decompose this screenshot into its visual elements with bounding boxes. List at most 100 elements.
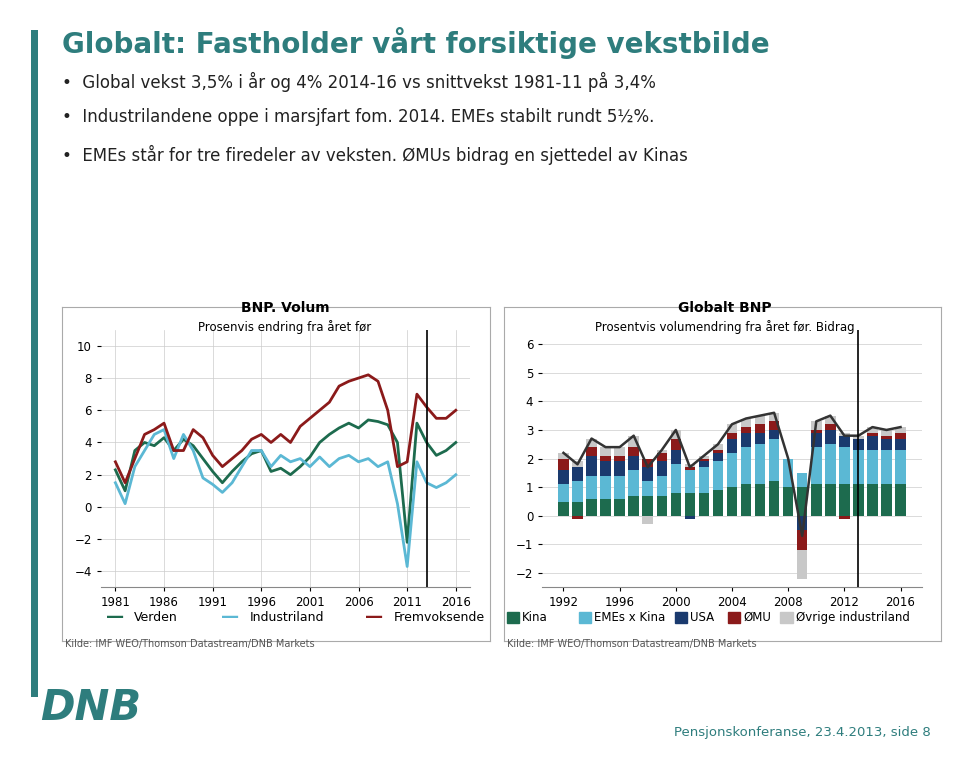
- Bar: [811, 433, 822, 447]
- Bar: [769, 430, 780, 439]
- Text: •  Global vekst 3,5% i år og 4% 2014-16 vs snittvekst 1981-11 på 3,4%: • Global vekst 3,5% i år og 4% 2014-16 v…: [62, 72, 657, 92]
- Text: •  Industrilandene oppe i marsjfart fom. 2014. EMEs stabilt rundt 5½%.: • Industrilandene oppe i marsjfart fom. …: [62, 108, 655, 127]
- Text: —: —: [106, 608, 124, 626]
- Bar: [853, 436, 864, 439]
- Bar: [797, 487, 807, 516]
- Bar: [699, 462, 709, 467]
- Bar: [755, 444, 765, 484]
- Bar: [642, 481, 653, 496]
- Bar: [712, 453, 723, 462]
- Bar: [881, 436, 892, 439]
- Bar: [755, 484, 765, 516]
- Bar: [614, 456, 625, 462]
- Bar: [727, 433, 737, 439]
- Bar: [769, 439, 780, 481]
- Bar: [769, 481, 780, 516]
- Bar: [783, 459, 794, 487]
- Bar: [587, 499, 597, 516]
- Text: Prosentvis volumendring fra året før. Bidrag: Prosentvis volumendring fra året før. Bi…: [595, 320, 854, 334]
- Bar: [614, 447, 625, 456]
- Bar: [839, 484, 850, 516]
- Text: Øvrige industriland: Øvrige industriland: [796, 610, 910, 624]
- Text: Kina: Kina: [522, 610, 548, 624]
- Bar: [600, 462, 611, 476]
- Bar: [727, 439, 737, 453]
- Bar: [587, 447, 597, 456]
- Bar: [642, 516, 653, 525]
- Bar: [896, 433, 906, 439]
- Bar: [699, 467, 709, 493]
- Bar: [670, 450, 681, 465]
- Bar: [811, 484, 822, 516]
- Text: Verden: Verden: [134, 610, 179, 624]
- Bar: [853, 439, 864, 450]
- Bar: [684, 470, 695, 493]
- Bar: [699, 493, 709, 516]
- Bar: [825, 415, 835, 424]
- Bar: [670, 439, 681, 450]
- Bar: [558, 484, 568, 502]
- Bar: [629, 456, 639, 470]
- Text: Kilde: IMF WEO/Thomson Datastream/DNB Markets: Kilde: IMF WEO/Thomson Datastream/DNB Ma…: [507, 639, 756, 649]
- Bar: [881, 430, 892, 436]
- Bar: [811, 447, 822, 484]
- Bar: [769, 421, 780, 430]
- Bar: [839, 447, 850, 484]
- Bar: [587, 476, 597, 499]
- Bar: [811, 430, 822, 433]
- Bar: [614, 462, 625, 476]
- Bar: [642, 467, 653, 481]
- Bar: [642, 459, 653, 467]
- Bar: [587, 439, 597, 447]
- Bar: [558, 459, 568, 470]
- Bar: [629, 470, 639, 496]
- Bar: [741, 447, 752, 484]
- Bar: [755, 433, 765, 444]
- Text: —: —: [365, 608, 383, 626]
- Text: ØMU: ØMU: [743, 610, 771, 624]
- Bar: [558, 502, 568, 516]
- Bar: [600, 499, 611, 516]
- Bar: [727, 424, 737, 433]
- Bar: [839, 436, 850, 447]
- Bar: [839, 433, 850, 436]
- Bar: [614, 499, 625, 516]
- Bar: [797, 530, 807, 550]
- Bar: [825, 424, 835, 430]
- Bar: [684, 516, 695, 518]
- Text: Globalt: Fastholder vårt forsiktige vekstbilde: Globalt: Fastholder vårt forsiktige veks…: [62, 27, 770, 58]
- Bar: [657, 450, 667, 453]
- Bar: [867, 450, 877, 484]
- Bar: [853, 484, 864, 516]
- Text: Prosenvis endring fra året før: Prosenvis endring fra året før: [199, 320, 372, 334]
- Bar: [896, 427, 906, 433]
- Text: EMEs x Kina: EMEs x Kina: [594, 610, 665, 624]
- Bar: [657, 453, 667, 462]
- Bar: [825, 430, 835, 444]
- Bar: [811, 421, 822, 430]
- Bar: [741, 433, 752, 447]
- Bar: [684, 493, 695, 516]
- Bar: [614, 476, 625, 499]
- Bar: [712, 450, 723, 453]
- Bar: [867, 427, 877, 433]
- Bar: [642, 496, 653, 516]
- Bar: [825, 444, 835, 484]
- Text: Kilde: IMF WEO/Thomson Datastream/DNB Markets: Kilde: IMF WEO/Thomson Datastream/DNB Ma…: [65, 639, 315, 649]
- Bar: [755, 424, 765, 433]
- Bar: [896, 439, 906, 450]
- Bar: [699, 456, 709, 459]
- Bar: [797, 473, 807, 487]
- Bar: [881, 450, 892, 484]
- Bar: [896, 450, 906, 484]
- Bar: [712, 490, 723, 516]
- Bar: [587, 456, 597, 476]
- Bar: [881, 484, 892, 516]
- Bar: [755, 415, 765, 424]
- Bar: [783, 487, 794, 516]
- Bar: [839, 516, 850, 518]
- Bar: [629, 496, 639, 516]
- Text: Industriland: Industriland: [250, 610, 324, 624]
- Bar: [797, 516, 807, 530]
- Bar: [657, 496, 667, 516]
